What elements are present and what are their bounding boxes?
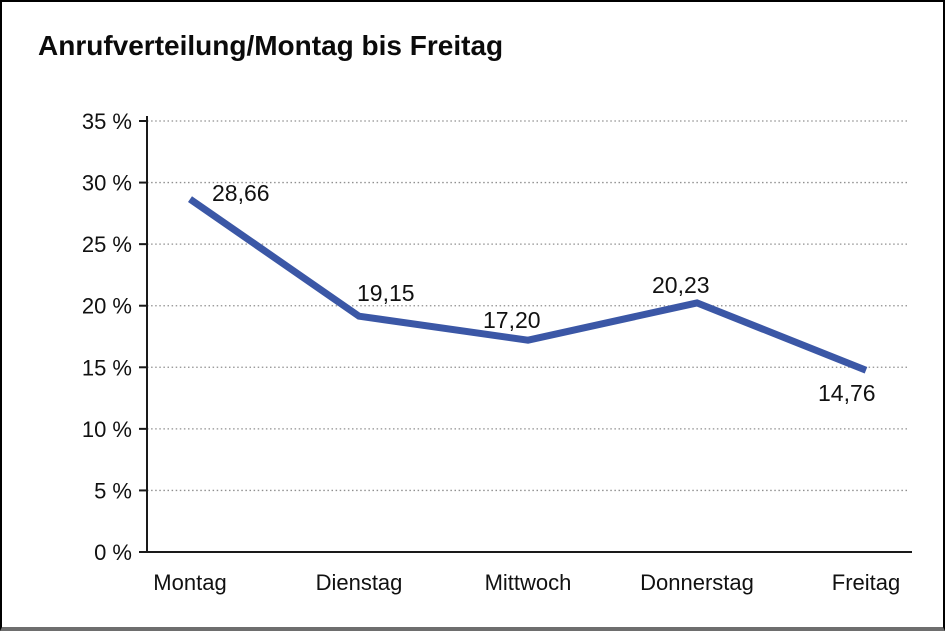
x-axis-label: Montag bbox=[153, 570, 226, 595]
x-axis-label: Mittwoch bbox=[485, 570, 572, 595]
data-point-label: 17,20 bbox=[483, 307, 541, 333]
data-point-label: 28,66 bbox=[212, 180, 270, 206]
x-axis-label: Dienstag bbox=[316, 570, 403, 595]
y-axis-tick-label: 10 % bbox=[82, 417, 132, 442]
y-axis-tick-label: 20 % bbox=[82, 294, 132, 319]
data-point-label: 19,15 bbox=[357, 280, 415, 306]
y-axis-tick-label: 0 % bbox=[94, 540, 132, 565]
y-axis-tick-label: 25 % bbox=[82, 232, 132, 257]
y-axis-tick-label: 15 % bbox=[82, 355, 132, 380]
data-point-label: 20,23 bbox=[652, 272, 710, 298]
chart-title: Anrufverteilung/Montag bis Freitag bbox=[38, 30, 504, 61]
data-point-label: 14,76 bbox=[818, 380, 876, 406]
y-axis-tick-label: 30 % bbox=[82, 171, 132, 196]
y-axis-tick-label: 35 % bbox=[82, 109, 132, 134]
x-axis-label: Freitag bbox=[832, 570, 900, 595]
x-axis-label: Donnerstag bbox=[640, 570, 754, 595]
data-line bbox=[188, 196, 868, 374]
y-axis-tick-label: 5 % bbox=[94, 478, 132, 503]
